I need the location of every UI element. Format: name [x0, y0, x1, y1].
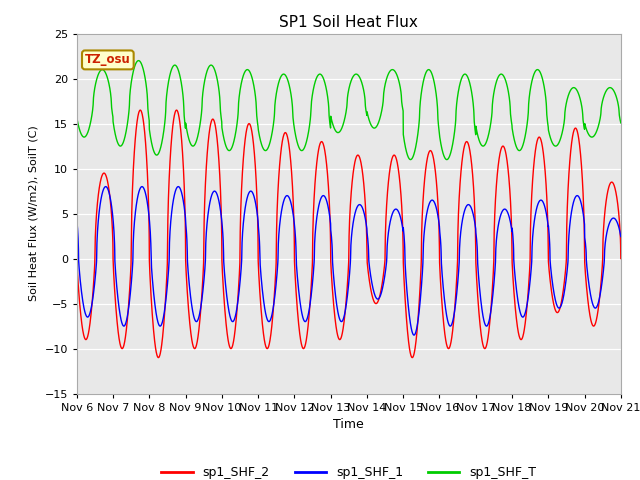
sp1_SHF_1	[73, 216, 81, 222]
sp1_SHF_2	[282, 130, 290, 136]
sp1_SHF_2	[305, 310, 313, 315]
sp1_SHF_T	[168, 67, 175, 73]
sp1_SHF_2	[548, 291, 556, 297]
sp1_SHF_T	[305, 125, 313, 131]
sp1_SHF_1	[305, 307, 313, 313]
sp1_SHF_2	[73, 256, 81, 262]
sp1_SHF_1	[410, 332, 418, 338]
sp1_SHF_2	[607, 180, 614, 186]
sp1_SHF_T	[617, 120, 625, 126]
Line: sp1_SHF_T: sp1_SHF_T	[77, 60, 621, 159]
sp1_SHF_T	[548, 139, 556, 144]
sp1_SHF_T	[282, 72, 289, 78]
sp1_SHF_1	[607, 218, 614, 224]
sp1_SHF_1	[135, 189, 143, 195]
X-axis label: Time: Time	[333, 418, 364, 431]
sp1_SHF_1	[548, 276, 556, 281]
sp1_SHF_T	[135, 58, 143, 63]
sp1_SHF_1	[174, 184, 182, 190]
sp1_SHF_1	[282, 194, 289, 200]
Text: TZ_osu: TZ_osu	[85, 53, 131, 66]
sp1_SHF_1	[617, 234, 625, 240]
sp1_SHF_2	[136, 107, 144, 113]
Legend: sp1_SHF_2, sp1_SHF_1, sp1_SHF_T: sp1_SHF_2, sp1_SHF_1, sp1_SHF_T	[156, 461, 541, 480]
sp1_SHF_T	[407, 156, 415, 162]
Y-axis label: Soil Heat Flux (W/m2), SoilT (C): Soil Heat Flux (W/m2), SoilT (C)	[29, 126, 39, 301]
sp1_SHF_2	[168, 137, 175, 143]
sp1_SHF_T	[607, 85, 614, 91]
sp1_SHF_T	[134, 58, 142, 63]
Line: sp1_SHF_2: sp1_SHF_2	[77, 110, 621, 358]
sp1_SHF_2	[135, 109, 143, 115]
sp1_SHF_2	[155, 355, 163, 360]
Title: SP1 Soil Heat Flux: SP1 Soil Heat Flux	[280, 15, 418, 30]
sp1_SHF_T	[73, 115, 81, 120]
sp1_SHF_2	[617, 256, 625, 262]
sp1_SHF_1	[167, 215, 175, 220]
Line: sp1_SHF_1: sp1_SHF_1	[77, 187, 621, 335]
